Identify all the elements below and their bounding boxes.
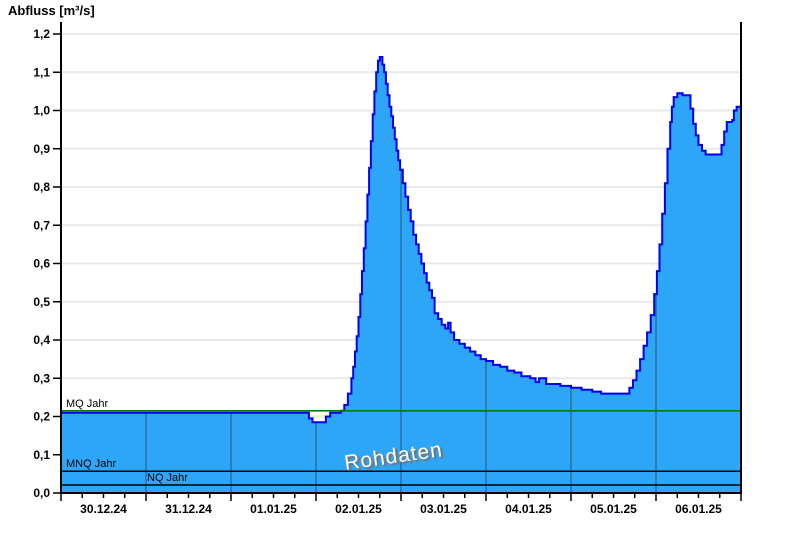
svg-text:1,0: 1,0	[33, 104, 50, 118]
svg-text:0,0: 0,0	[33, 486, 50, 500]
svg-text:0,4: 0,4	[33, 333, 50, 347]
svg-text:0,1: 0,1	[33, 448, 50, 462]
chart-title: Abfluss [m³/s]	[8, 3, 95, 18]
svg-text:31.12.24: 31.12.24	[165, 502, 212, 516]
svg-text:0,9: 0,9	[33, 142, 50, 156]
svg-text:MQ Jahr: MQ Jahr	[66, 398, 109, 410]
svg-text:06.01.25: 06.01.25	[675, 502, 722, 516]
svg-text:0,8: 0,8	[33, 180, 50, 194]
svg-text:0,3: 0,3	[33, 371, 50, 385]
svg-text:MNQ Jahr: MNQ Jahr	[66, 458, 116, 470]
svg-text:05.01.25: 05.01.25	[590, 502, 637, 516]
svg-text:NQ Jahr: NQ Jahr	[147, 472, 188, 484]
svg-text:30.12.24: 30.12.24	[80, 502, 127, 516]
svg-text:01.01.25: 01.01.25	[250, 502, 297, 516]
svg-text:1,1: 1,1	[33, 65, 50, 79]
svg-text:0,2: 0,2	[33, 410, 50, 424]
svg-text:02.01.25: 02.01.25	[335, 502, 382, 516]
svg-text:0,6: 0,6	[33, 257, 50, 271]
svg-text:03.01.25: 03.01.25	[420, 502, 467, 516]
svg-text:0,7: 0,7	[33, 218, 50, 232]
svg-text:0,5: 0,5	[33, 295, 50, 309]
svg-text:1,2: 1,2	[33, 27, 50, 41]
svg-text:04.01.25: 04.01.25	[505, 502, 552, 516]
